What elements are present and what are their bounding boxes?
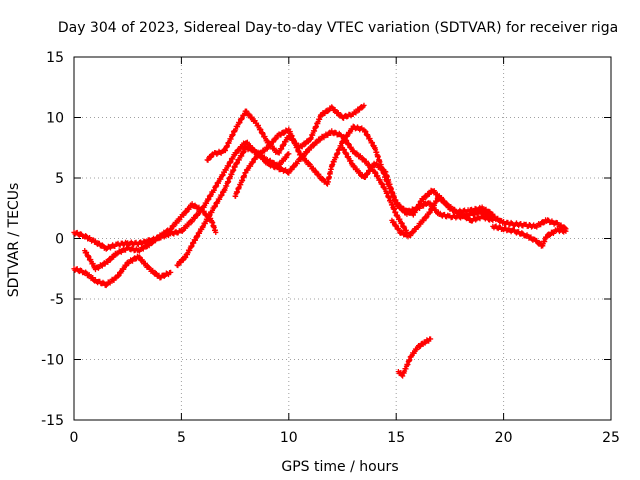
marker-trail	[395, 336, 434, 379]
series-track-i	[397, 187, 496, 218]
x-tick-label: 15	[387, 430, 405, 446]
y-tick-label: 15	[46, 50, 64, 66]
series-track-g	[339, 145, 569, 232]
y-tick-label: -15	[41, 413, 64, 429]
marker-trail	[490, 223, 569, 249]
marker-trail	[204, 102, 367, 163]
x-tick-label: 0	[70, 430, 79, 446]
marker-trail	[71, 253, 174, 289]
series-track-j	[490, 223, 569, 249]
chart-title: Day 304 of 2023, Sidereal Day-to-day VTE…	[58, 20, 618, 36]
y-tick-label: -5	[50, 292, 64, 308]
y-tick-label: 0	[55, 232, 64, 248]
y-tick-label: 10	[46, 111, 64, 127]
marker-trail	[339, 145, 569, 232]
x-tick-label: 10	[280, 430, 298, 446]
x-tick-label: 20	[495, 430, 513, 446]
axis-ticks	[73, 56, 612, 421]
data-points	[71, 102, 569, 379]
series-track-k	[395, 336, 434, 379]
y-tick-label: 5	[55, 171, 64, 187]
series-track-b	[71, 253, 174, 289]
y-axis-title: SDTVAR / TECUs	[6, 183, 22, 298]
y-tick-label: -10	[41, 353, 64, 369]
series-track-e	[204, 102, 367, 163]
x-tick-labels: 0 5 10 15 20 25	[70, 430, 620, 446]
x-tick-label: 25	[602, 430, 620, 446]
x-tick-label: 5	[177, 430, 186, 446]
x-axis-title: GPS time / hours	[281, 459, 398, 475]
marker-trail	[397, 187, 496, 218]
y-tick-labels: -15 -10 -5 0 5 10 15	[41, 50, 64, 429]
